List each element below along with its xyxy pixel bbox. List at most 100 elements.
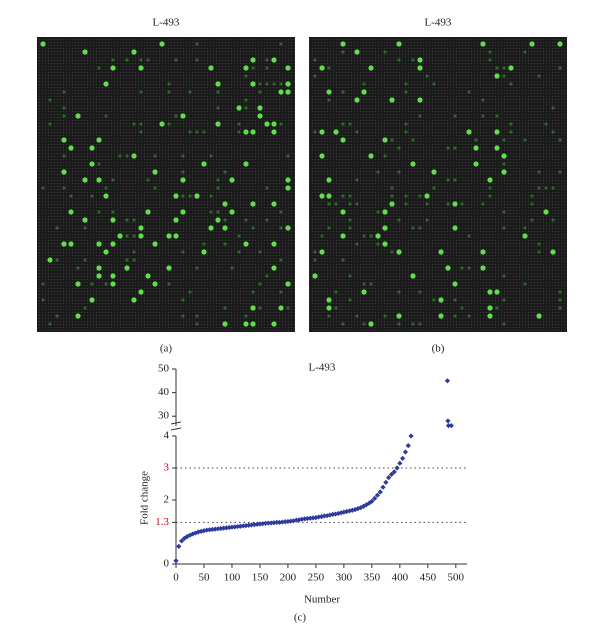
spot: [132, 250, 136, 254]
spot: [494, 73, 500, 79]
spot: [375, 233, 381, 239]
spot: [432, 82, 436, 86]
spot: [390, 138, 394, 142]
point: [352, 507, 358, 513]
spot: [89, 161, 95, 167]
spot: [257, 113, 263, 119]
spot: [97, 66, 101, 70]
spot: [265, 82, 269, 86]
point: [176, 543, 182, 549]
spot: [138, 65, 144, 71]
spot: [223, 218, 227, 222]
spot: [118, 154, 122, 158]
spot: [488, 194, 492, 198]
spot: [467, 234, 471, 238]
spot: [75, 313, 81, 319]
spot: [502, 274, 506, 278]
spot: [258, 90, 262, 94]
spot: [543, 209, 549, 215]
spot: [138, 289, 144, 295]
spot: [390, 194, 394, 198]
spot: [502, 74, 506, 78]
x-tick-label: 200: [280, 572, 297, 584]
spot: [278, 89, 284, 95]
spot: [404, 130, 408, 134]
spot: [502, 210, 506, 214]
y-tick-label: 3: [164, 462, 170, 474]
point: [276, 519, 283, 525]
spot: [110, 281, 116, 287]
spot: [404, 202, 408, 206]
spot: [250, 129, 256, 135]
spot: [90, 194, 94, 198]
spot: [467, 90, 471, 94]
spot: [333, 129, 339, 135]
spot: [383, 50, 387, 54]
spot: [223, 170, 227, 174]
spot: [265, 186, 269, 190]
spot: [488, 58, 492, 62]
spot: [348, 202, 352, 206]
spot: [69, 194, 73, 198]
spot: [251, 66, 255, 70]
spot: [201, 249, 207, 255]
spot: [382, 225, 388, 231]
spot: [125, 58, 129, 62]
spot: [340, 41, 346, 47]
spot: [83, 226, 87, 230]
spot: [397, 290, 401, 294]
spot: [438, 297, 444, 303]
microarray-image: [37, 37, 295, 332]
spot: [278, 305, 284, 311]
spot: [438, 249, 444, 255]
spot: [258, 306, 262, 310]
spot: [181, 314, 185, 318]
spot: [508, 65, 514, 71]
spot: [166, 233, 172, 239]
spot: [97, 162, 101, 166]
point: [251, 522, 257, 528]
spot: [229, 177, 235, 183]
spot: [96, 177, 102, 183]
x-tick-label: 50: [198, 572, 210, 584]
spot: [237, 250, 241, 254]
spot: [258, 282, 262, 286]
spot: [82, 177, 88, 183]
spot: [411, 58, 415, 62]
spot: [334, 290, 338, 294]
spot: [237, 234, 241, 238]
point: [248, 522, 255, 528]
y-tick-label: 30: [158, 410, 170, 422]
spot: [354, 49, 360, 55]
spot: [188, 130, 192, 134]
spot: [285, 81, 291, 87]
spot: [326, 89, 332, 95]
spot: [418, 226, 422, 230]
spot: [355, 202, 359, 206]
spot: [453, 178, 457, 182]
spot: [348, 218, 352, 222]
spot: [202, 242, 206, 246]
spot: [397, 218, 401, 222]
spot: [530, 202, 534, 206]
spot: [480, 249, 486, 255]
spot: [446, 178, 450, 182]
spot: [446, 146, 450, 150]
spot: [167, 122, 171, 126]
x-tick-label: 450: [420, 572, 437, 584]
spot: [279, 210, 283, 214]
point: [181, 535, 187, 541]
spot: [410, 273, 416, 279]
spot: [432, 186, 436, 190]
spot: [173, 193, 179, 199]
spot: [313, 130, 317, 134]
spot: [502, 226, 506, 230]
point: [271, 520, 277, 526]
spot: [495, 66, 499, 70]
spot: [312, 273, 318, 279]
point: [405, 443, 411, 449]
spot: [404, 122, 408, 126]
spot: [195, 322, 199, 326]
spot: [251, 226, 255, 230]
spots: [40, 41, 563, 327]
